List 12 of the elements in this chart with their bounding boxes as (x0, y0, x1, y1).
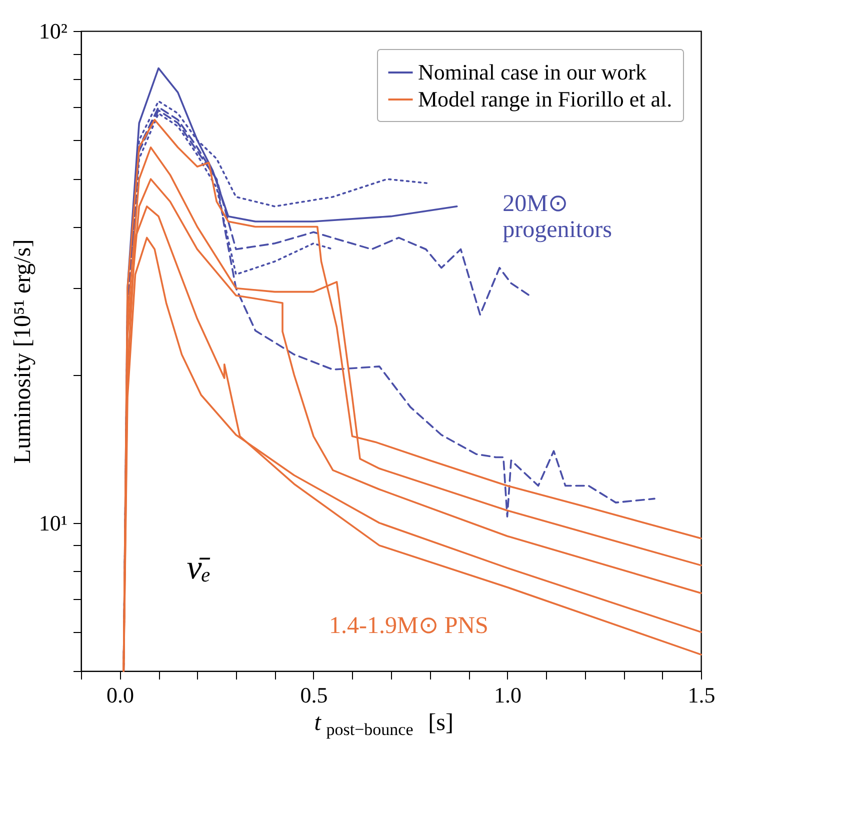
x-tick-label: 0.0 (106, 682, 134, 708)
annotation: ν̄ₑ (186, 550, 211, 587)
legend-label: Nominal case in our work (418, 60, 646, 84)
y-axis-title: Luminosity [10⁵¹ erg/s] (10, 239, 36, 464)
x-tick-label: 0.5 (300, 682, 328, 708)
x-tick-label: 1.0 (494, 682, 522, 708)
y-tick-label: 10² (38, 18, 68, 44)
legend-label: Model range in Fiorillo et al. (418, 86, 672, 112)
annotation: 20M⊙ progenitors (502, 190, 612, 243)
y-tick-label: 10¹ (38, 510, 68, 536)
x-tick-label: 1.5 (688, 682, 716, 708)
annotation: 1.4-1.9M⊙ PNS (329, 613, 488, 640)
